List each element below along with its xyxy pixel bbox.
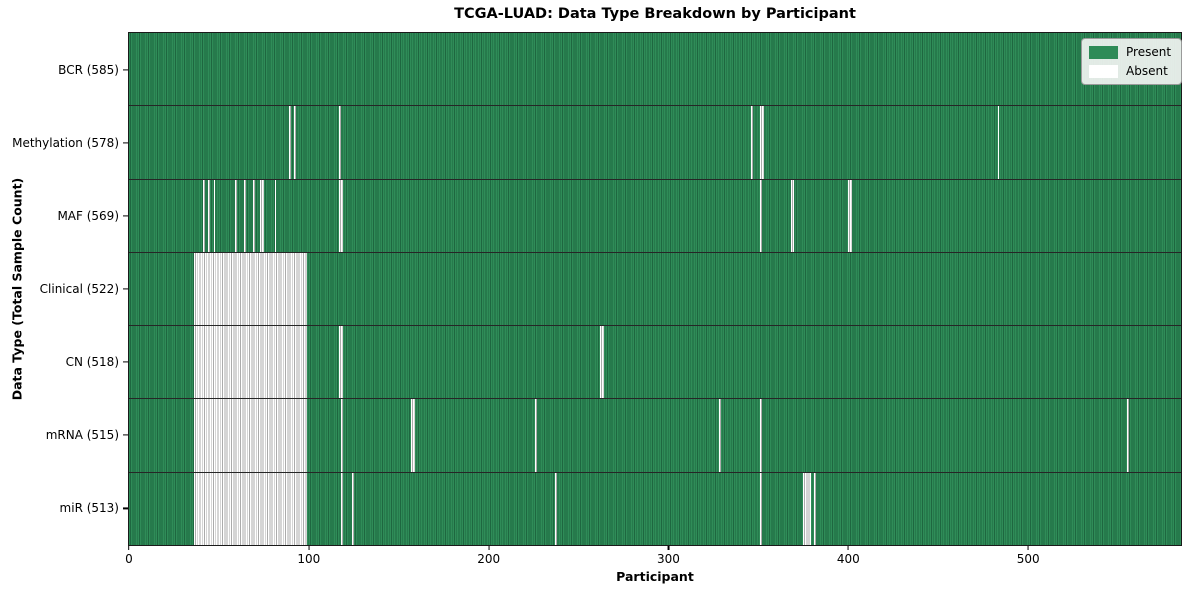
absent-block [803,472,811,545]
absent-block [848,179,852,252]
x-tick-mark [488,546,490,550]
x-tick-labels: 0 100 200 300 400 500 [125,546,1181,568]
legend-label: Absent [1126,64,1168,78]
heatmap-row-cn [129,325,1181,399]
absent-block [751,106,753,179]
absent-block [760,106,764,179]
absent-block [555,472,557,545]
plot-area [128,32,1182,546]
legend-entry: Present [1089,45,1171,59]
absent-block [718,399,721,472]
absent-block [600,326,604,399]
absent-block [253,179,255,252]
x-tick: 200 [477,546,500,566]
absent-block [790,179,795,252]
absent-block [339,106,342,179]
x-tick-mark [667,546,670,550]
y-tick-labels: BCR (585) Methylation (578) MAF (569) Clini… [0,33,119,545]
absent-block [213,179,216,252]
heatmap-row-mrna [129,398,1181,472]
y-tick-label: BCR (585) [58,62,119,77]
x-tick-label: 100 [297,552,321,566]
x-tick-label: 200 [477,552,501,566]
y-tick-label: Clinical (522) [39,282,119,296]
chart-title: TCGA-LUAD: Data Type Breakdown by Partic… [454,6,856,22]
x-tick-label: 400 [836,552,860,566]
x-tick-mark [847,546,849,550]
absent-block [760,399,762,472]
y-tick-label: Methylation (578) [12,135,119,150]
x-tick-mark [1027,546,1029,550]
legend-swatch-icon [1089,45,1118,59]
y-tick-label: CN (518) [65,355,119,370]
legend: Present Absent [1081,38,1183,85]
heatmap-row-methylation [129,105,1181,179]
x-tick-label: 0 [125,552,133,566]
absent-block [193,326,308,399]
x-tick: 0 [125,546,133,566]
x-tick: 400 [837,546,860,566]
absent-block [193,472,308,545]
y-tick-mark [123,68,128,71]
absent-block [339,326,343,399]
absent-block [339,179,343,252]
y-tick-mark [123,507,128,510]
absent-block [760,179,762,252]
absent-block [193,252,308,326]
x-tick-label: 500 [1016,552,1040,566]
heatmap-row-mir [129,471,1181,545]
heatmap-row-bcr [129,33,1181,106]
absent-block [814,472,816,545]
absent-block [351,472,354,545]
absent-block [294,106,297,179]
absent-block [235,179,237,252]
x-tick-mark [128,546,130,550]
absent-block [1127,399,1129,472]
absent-block [274,179,277,252]
absent-block [411,399,415,472]
absent-block [997,106,1000,179]
y-tick-mark [123,215,128,217]
y-tick-mark [123,142,128,144]
y-tick-marks [123,33,128,545]
x-tick: 300 [657,546,680,566]
absent-block [535,399,538,472]
absent-block [202,179,205,252]
absent-block [208,179,210,252]
legend-entry: Absent [1089,64,1171,78]
legend-swatch-icon [1089,64,1118,78]
x-tick: 100 [297,546,320,566]
absent-block [760,472,762,545]
legend-label: Present [1126,45,1172,59]
absent-block [193,399,308,472]
x-tick-mark [308,546,310,550]
x-tick-label: 300 [657,552,680,566]
y-tick-label: MAF (569) [57,208,119,223]
y-tick-label: mRNA (515) [45,428,119,443]
x-axis-label: Participant [616,569,694,584]
heatmap-row-clinical [129,251,1181,326]
absent-block [260,179,264,252]
absent-block [244,179,246,252]
y-tick-label: miR (513) [59,501,119,516]
y-tick-mark [123,288,128,290]
x-tick: 500 [1017,546,1040,566]
absent-block [341,472,343,545]
absent-block [341,399,343,472]
y-tick-mark [123,361,128,363]
heatmap-row-maf [129,178,1181,252]
y-tick-mark [123,434,128,436]
absent-block [289,106,291,179]
